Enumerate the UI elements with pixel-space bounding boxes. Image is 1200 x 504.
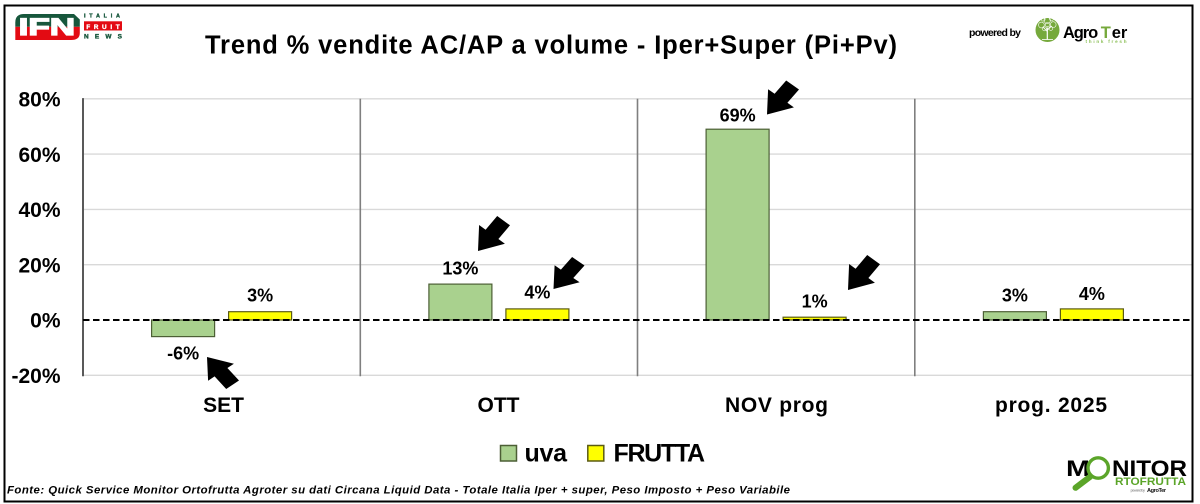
svg-text:-6%: -6% [167, 344, 199, 364]
svg-text:FRUIT: FRUIT [86, 24, 120, 31]
svg-text:3%: 3% [247, 286, 273, 306]
svg-text:T: T [1101, 24, 1111, 42]
svg-text:uva: uva [525, 440, 569, 468]
svg-text:prog. 2025: prog. 2025 [995, 394, 1107, 417]
svg-text:69%: 69% [720, 105, 756, 125]
svg-text:NOV prog: NOV prog [725, 394, 828, 417]
svg-text:60%: 60% [18, 144, 60, 167]
svg-text:IFN: IFN [19, 14, 76, 41]
svg-text:40%: 40% [18, 199, 60, 222]
svg-text:SET: SET [203, 394, 244, 417]
svg-text:3%: 3% [1002, 286, 1028, 306]
svg-text:powered by: powered by [1131, 488, 1146, 492]
svg-text:13%: 13% [442, 258, 478, 278]
svg-text:Trend % vendite AC/AP a volume: Trend % vendite AC/AP a volume - Iper+Su… [205, 32, 897, 60]
svg-text:ITALIA: ITALIA [84, 13, 120, 19]
svg-text:powered by: powered by [969, 27, 1021, 39]
svg-text:FRUTTA: FRUTTA [614, 440, 706, 468]
svg-text:OTT: OTT [478, 394, 520, 417]
svg-text:4%: 4% [524, 283, 550, 303]
svg-text:80%: 80% [18, 88, 60, 111]
svg-text:Fonte: Quick Service Monitor O: Fonte: Quick Service Monitor Ortofrutta … [7, 485, 791, 497]
svg-text:-20%: -20% [11, 365, 60, 388]
svg-text:1%: 1% [802, 292, 828, 312]
svg-text:er: er [1112, 24, 1128, 42]
svg-text:20%: 20% [18, 254, 60, 277]
svg-text:0%: 0% [30, 310, 61, 333]
svg-text:think fresh: think fresh [1086, 39, 1127, 44]
svg-text:AgroTer: AgroTer [1147, 488, 1167, 494]
svg-text:NITOR: NITOR [1112, 456, 1187, 481]
svg-text:Agro: Agro [1063, 24, 1098, 42]
svg-text:RTOFRUTTA: RTOFRUTTA [1115, 476, 1186, 488]
svg-text:NEWS: NEWS [84, 33, 123, 40]
svg-text:4%: 4% [1079, 284, 1105, 304]
